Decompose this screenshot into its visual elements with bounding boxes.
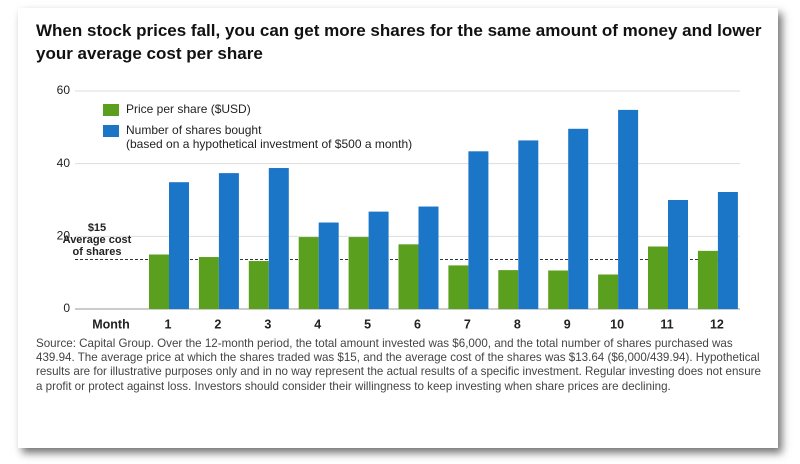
bar (318, 222, 339, 309)
bar (548, 270, 569, 309)
legend-swatch (103, 104, 119, 116)
bar (149, 254, 169, 309)
bar (568, 128, 589, 309)
bar (418, 206, 439, 309)
bar (498, 270, 519, 309)
bar (348, 237, 369, 309)
y-tick-label: 20 (57, 229, 71, 243)
x-tick-label: 2 (214, 317, 221, 331)
y-tick-label: 40 (57, 156, 71, 170)
card (18, 8, 778, 448)
bar (298, 237, 319, 309)
x-tick-label: 8 (514, 317, 521, 331)
x-tick-label: 5 (364, 317, 371, 331)
x-tick-label: 4 (314, 317, 321, 331)
y-tick-label: 60 (57, 83, 71, 97)
bar (198, 257, 219, 309)
source-note: Source: Capital Group. Over the 12-month… (36, 337, 761, 393)
bar (218, 173, 239, 309)
reference-label: Average cost (63, 234, 132, 246)
y-tick-label: 0 (63, 301, 70, 315)
bar (448, 265, 469, 309)
bar (268, 168, 289, 309)
x-tick-label: 9 (564, 317, 571, 331)
bar (648, 246, 668, 309)
legend-label: Number of shares bought (126, 123, 262, 137)
x-tick-label: 1 (165, 317, 172, 331)
bar (518, 140, 539, 309)
bar (697, 250, 718, 309)
x-tick-label: 7 (464, 317, 471, 331)
x-tick-label: 10 (610, 317, 624, 331)
bar (468, 151, 489, 309)
bar (169, 182, 189, 309)
x-tick-label: 11 (660, 317, 673, 331)
bar (668, 200, 688, 309)
chart-title: When stock prices fall, you can get more… (36, 21, 762, 63)
bar (618, 109, 639, 309)
x-tick-label: 6 (414, 317, 421, 331)
legend-note: (based on a hypothetical investment of $… (126, 137, 412, 151)
x-tick-label: 3 (264, 317, 271, 331)
legend-swatch (103, 125, 119, 137)
x-tick-label: 12 (710, 317, 724, 331)
reference-label: $15 (88, 222, 106, 234)
x-axis-label: Month (92, 317, 129, 331)
bar (368, 211, 389, 309)
bar (398, 244, 419, 309)
bar (717, 192, 738, 309)
reference-label: of shares (73, 246, 122, 258)
bar (248, 261, 269, 309)
legend-label: Price per share ($USD) (126, 102, 251, 116)
bar (598, 274, 619, 309)
